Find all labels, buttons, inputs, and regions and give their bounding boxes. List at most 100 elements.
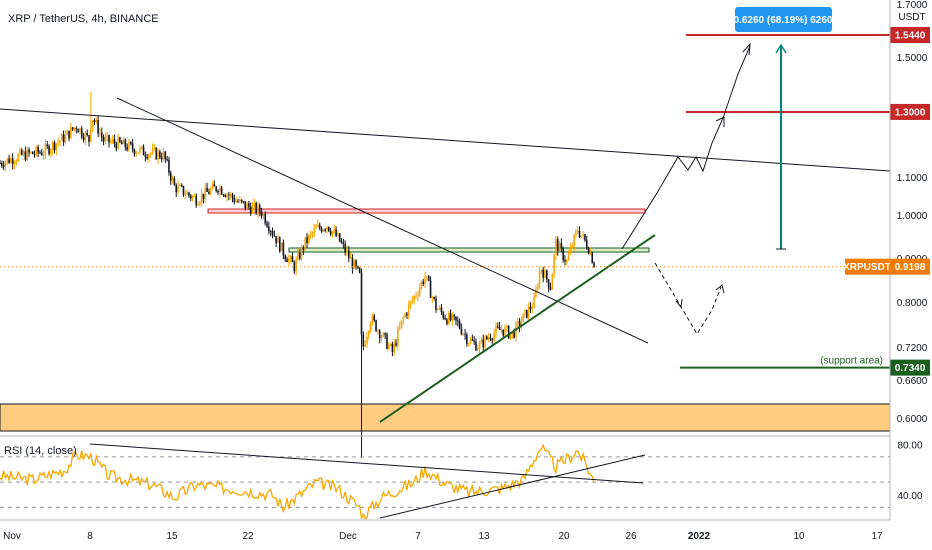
- candle: [91, 120, 94, 129]
- candle: [476, 348, 479, 351]
- candle: [471, 339, 474, 341]
- candle: [427, 276, 430, 281]
- candle: [79, 128, 81, 133]
- ascending-support-line: [379, 234, 656, 423]
- candle: [402, 317, 405, 321]
- candle: [193, 195, 196, 197]
- candle: [333, 229, 336, 232]
- candle: [531, 307, 534, 310]
- candle: [131, 143, 134, 150]
- candle: [536, 286, 539, 289]
- candle: [255, 203, 257, 214]
- candle: [473, 340, 475, 342]
- candle: [64, 134, 67, 143]
- candle: [371, 315, 374, 323]
- candle: [208, 191, 210, 195]
- candle: [26, 149, 29, 160]
- candle: [431, 297, 434, 299]
- candle: [317, 224, 319, 227]
- candle: [417, 294, 419, 296]
- candle: [338, 233, 341, 242]
- candle: [364, 344, 366, 347]
- candle: [231, 194, 234, 199]
- candle: [284, 255, 287, 260]
- x-tick-label: Nov: [3, 531, 21, 542]
- candle: [122, 139, 125, 145]
- candle: [204, 187, 207, 200]
- candle: [66, 130, 69, 135]
- candle: [51, 142, 54, 151]
- candle: [346, 250, 348, 253]
- candle: [591, 252, 594, 263]
- candle: [271, 231, 274, 235]
- candle: [391, 343, 394, 352]
- candle: [68, 130, 70, 139]
- candle: [2, 165, 5, 167]
- candle: [180, 185, 183, 187]
- candle: [175, 185, 178, 193]
- candle: [482, 339, 485, 348]
- rsi-downtrend-line: [89, 443, 644, 484]
- candle: [4, 162, 7, 167]
- x-tick-label: 15: [166, 531, 178, 542]
- candle: [144, 155, 147, 157]
- candle: [322, 229, 325, 232]
- candle: [298, 252, 301, 259]
- candle: [329, 231, 332, 235]
- candle: [378, 330, 381, 339]
- candle: [353, 260, 356, 269]
- candle: [60, 134, 63, 141]
- candle: [576, 230, 579, 232]
- projected-bullish-path: [621, 45, 751, 250]
- candle: [493, 333, 495, 340]
- candle: [240, 199, 243, 202]
- candle: [575, 231, 577, 235]
- candle: [489, 337, 492, 340]
- candle: [139, 147, 141, 153]
- candle: [593, 262, 595, 268]
- candle: [6, 158, 9, 163]
- candle: [569, 247, 572, 255]
- candle: [351, 257, 354, 269]
- bear-arrowhead-2: [715, 284, 725, 294]
- candle: [546, 270, 548, 280]
- level-badge-2: [890, 359, 930, 376]
- candle: [239, 199, 241, 202]
- candle: [496, 326, 499, 328]
- candle: [237, 200, 239, 202]
- candle: [35, 147, 38, 155]
- candle: [315, 226, 317, 229]
- candle: [524, 309, 526, 314]
- candle: [520, 321, 523, 327]
- candle: [360, 272, 363, 335]
- candle: [406, 313, 408, 316]
- x-tick-label: 2022: [688, 531, 711, 542]
- x-tick-label: 7: [415, 531, 421, 542]
- x-tick-label: 20: [558, 531, 570, 542]
- candle: [484, 336, 486, 348]
- candle: [135, 152, 138, 155]
- candle: [119, 137, 121, 142]
- candle: [177, 185, 179, 193]
- candle: [389, 343, 392, 346]
- candle: [424, 276, 426, 284]
- candle: [199, 202, 201, 205]
- candle: [246, 203, 248, 209]
- candle: [166, 159, 168, 161]
- candle: [128, 142, 130, 150]
- candle: [71, 127, 74, 130]
- candle: [108, 135, 110, 143]
- candle: [304, 237, 306, 250]
- symbol-badge-label: XRPUSDT: [843, 262, 891, 273]
- candle: [306, 237, 308, 243]
- candle: [527, 306, 530, 318]
- candle: [300, 246, 303, 259]
- candle: [37, 147, 39, 153]
- candle: [48, 145, 50, 154]
- candle: [429, 280, 432, 298]
- candle: [229, 194, 232, 196]
- candle: [57, 142, 59, 144]
- candle: [357, 266, 359, 268]
- candle: [222, 194, 225, 196]
